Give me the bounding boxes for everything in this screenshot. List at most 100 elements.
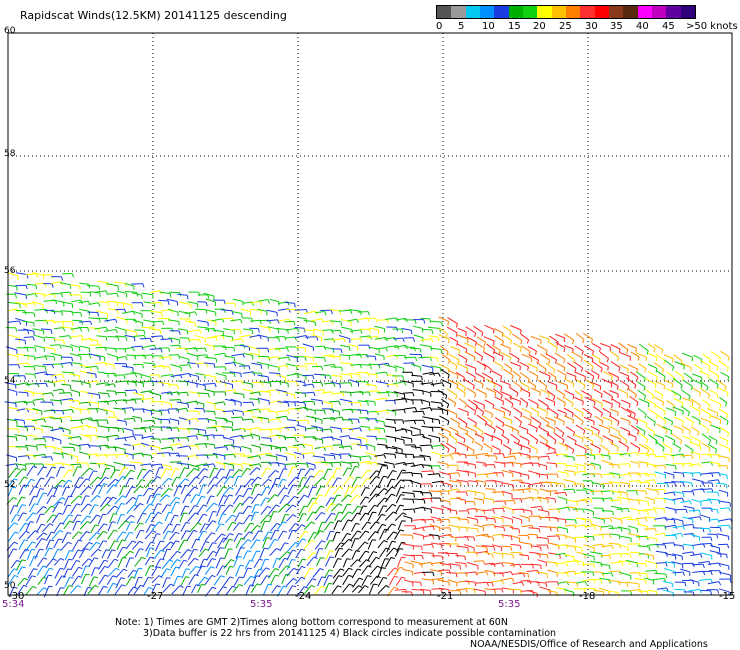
wind-barb-feather: [674, 482, 677, 487]
wind-barb-feather: [78, 539, 83, 542]
wind-barb: [325, 497, 332, 507]
wind-barb: [152, 533, 157, 543]
wind-barb-feather: [250, 410, 254, 415]
wind-barb: [699, 370, 709, 376]
wind-barb: [224, 437, 234, 441]
wind-barb: [268, 380, 280, 383]
wind-barb: [196, 496, 203, 506]
wind-barb: [538, 434, 548, 442]
wind-barb-feather: [107, 302, 109, 307]
wind-barb: [546, 561, 557, 564]
wind-barb-feather: [304, 392, 307, 398]
wind-barb: [168, 337, 180, 341]
wind-barb-feather: [680, 440, 683, 445]
wind-barb-feather: [526, 429, 529, 434]
wind-barb-feather: [168, 419, 171, 424]
wind-barb: [125, 540, 133, 550]
wind-barb: [502, 482, 514, 486]
wind-barb-feather: [213, 411, 216, 416]
wind-barb: [590, 443, 601, 450]
wind-barb: [240, 427, 251, 431]
wind-barb: [609, 408, 619, 413]
wind-barb: [317, 576, 323, 587]
wind-barb: [671, 481, 684, 483]
wind-barb-feather: [441, 578, 445, 583]
wind-barb: [287, 484, 294, 495]
wind-barb: [555, 341, 566, 349]
wind-barb-feather: [600, 368, 603, 373]
wind-barb-feather: [113, 529, 118, 532]
wind-barb-feather: [329, 569, 334, 572]
wind-barb: [211, 335, 223, 338]
wind-barb-feather: [665, 574, 668, 579]
wind-barb-feather: [241, 464, 243, 469]
wind-barb: [491, 516, 503, 520]
wind-barb-feather: [685, 509, 688, 514]
wind-barb: [18, 484, 25, 495]
wind-barb-feather: [374, 504, 379, 508]
wind-barb: [8, 531, 16, 542]
wind-barb: [360, 565, 369, 575]
wind-barb-feather: [556, 527, 559, 532]
wind-barb-feather: [546, 475, 549, 480]
wind-barb: [384, 511, 394, 521]
wind-barb-feather: [511, 403, 514, 408]
wind-barb: [151, 463, 162, 466]
wind-barb: [529, 551, 540, 554]
wind-barb-feather: [553, 369, 556, 374]
wind-barb: [330, 503, 340, 512]
wind-barb-feather: [492, 404, 495, 409]
wind-barb: [311, 416, 323, 421]
wind-barb-feather: [44, 366, 47, 371]
wind-barb-feather: [29, 521, 34, 523]
wind-barb: [356, 541, 366, 551]
wind-barb-feather: [332, 338, 336, 343]
wind-barb-feather: [403, 381, 407, 386]
wind-barb: [620, 535, 632, 539]
wind-barb: [549, 342, 558, 349]
wind-barb-feather: [592, 384, 595, 389]
wind-barb-feather: [312, 383, 315, 388]
wind-barb-feather: [188, 445, 192, 450]
wind-barb: [583, 544, 595, 549]
wind-barb: [521, 524, 533, 528]
wind-barb-feather: [319, 494, 324, 497]
wind-barb-feather: [122, 428, 125, 433]
wind-barb: [205, 410, 215, 412]
wind-barb-feather: [620, 527, 623, 532]
wind-barb-feather: [663, 532, 667, 538]
wind-barb: [314, 540, 323, 550]
wind-barb-feather: [21, 566, 26, 569]
wind-barb-feather: [520, 329, 522, 334]
wind-barb-feather: [682, 482, 685, 487]
wind-barb-feather: [700, 383, 703, 388]
wind-barb-feather: [374, 531, 379, 534]
wind-barb-feather: [447, 374, 450, 379]
wind-barb-feather: [129, 531, 134, 534]
wind-barb: [409, 480, 421, 485]
wind-barb: [60, 541, 69, 551]
wind-barb: [689, 405, 701, 412]
wind-barb: [428, 434, 440, 439]
wind-barb: [483, 442, 493, 450]
wind-barb: [24, 444, 37, 448]
wind-barb-feather: [480, 446, 483, 451]
wind-barb: [466, 336, 477, 343]
wind-barb: [36, 488, 41, 498]
wind-barb-feather: [664, 525, 667, 530]
wind-barb-feather: [61, 276, 64, 281]
wind-barb: [5, 463, 17, 466]
wind-barb-feather: [536, 367, 538, 372]
wind-barb: [411, 446, 421, 449]
wind-barb: [618, 364, 629, 370]
wind-barb: [438, 363, 450, 370]
wind-barb-feather: [441, 409, 444, 414]
wind-barb-feather: [33, 426, 36, 431]
wind-barb-feather: [170, 391, 173, 396]
wind-barb-feather: [563, 347, 566, 353]
legend-label-5: 5: [458, 21, 465, 32]
wind-barb-feather: [241, 380, 244, 385]
wind-barb: [564, 443, 574, 451]
wind-barb-feather: [710, 536, 713, 542]
wind-barb: [682, 516, 693, 520]
